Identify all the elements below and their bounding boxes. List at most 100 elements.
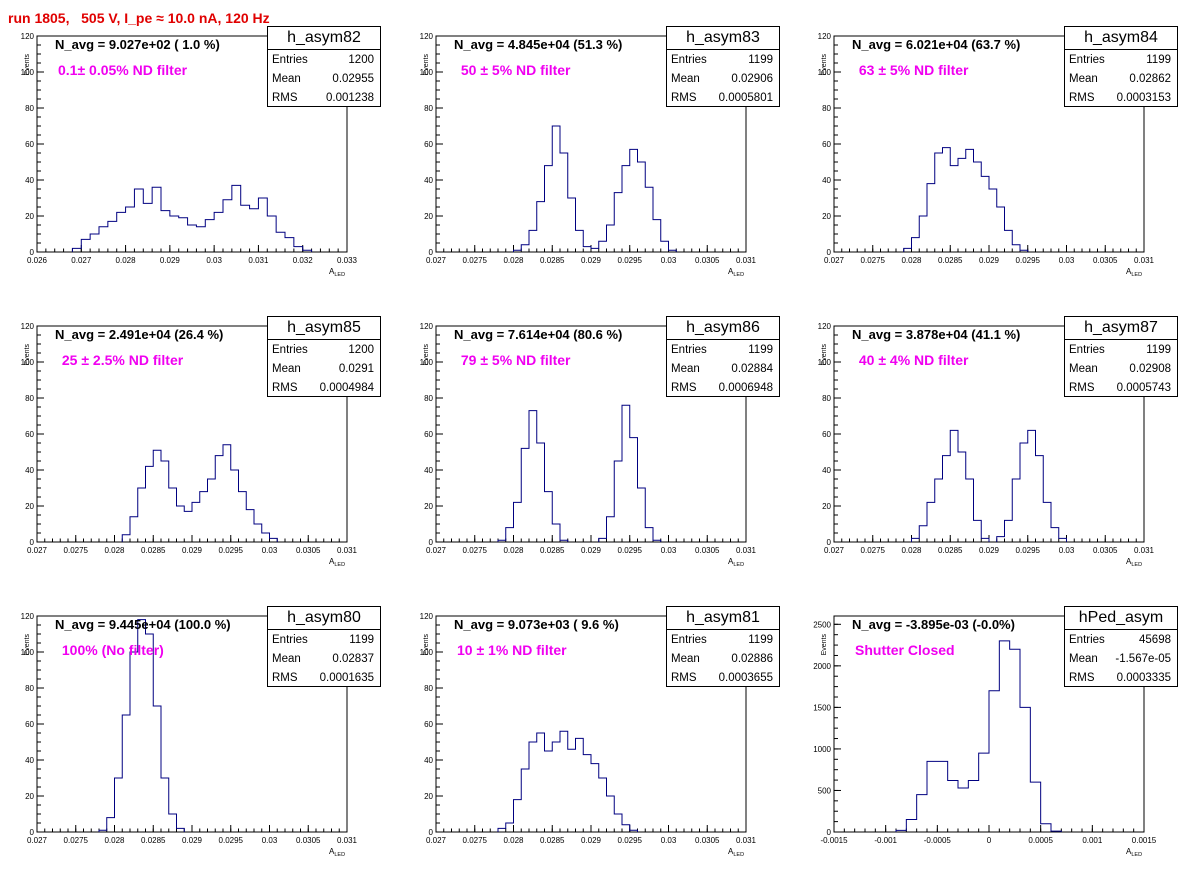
x-tick-label: 0	[987, 836, 992, 845]
x-tick-label: 0.0305	[296, 836, 321, 845]
y-tick-label: 1500	[813, 703, 831, 712]
y-tick-label: 20	[25, 502, 34, 511]
stats-row-entries: Entries 1199	[1065, 50, 1177, 69]
histogram-bin	[576, 230, 584, 252]
y-tick-label: 2000	[813, 662, 831, 671]
stats-box: h_asym80 Entries 1199 Mean 0.02837 RMS 0.00016…	[267, 606, 381, 687]
stats-value: 0.0003655	[718, 672, 773, 684]
stats-box: h_asym86 Entries 1199 Mean 0.02884 RMS 0.00069…	[666, 316, 780, 397]
histogram-bin	[989, 189, 997, 252]
histogram-line	[121, 444, 278, 542]
histogram-bin	[285, 238, 294, 252]
histogram-bin	[169, 488, 177, 542]
stats-key: Entries	[272, 344, 308, 356]
x-axis-label: ALED	[728, 557, 744, 568]
histogram-bin	[294, 247, 303, 252]
filter-label: 40 ± 4% ND filter	[855, 352, 969, 368]
histogram-plot: 0 20 40 60 80 100 120 0.027 0.0275 0.028 0.0285 0.0…	[818, 322, 1155, 568]
stats-key: RMS	[671, 92, 697, 104]
stats-key: RMS	[272, 672, 298, 684]
y-tick-label: 0	[827, 828, 832, 837]
y-tick-label: 120	[420, 32, 434, 41]
y-tick-label: 0	[30, 828, 35, 837]
histogram-bin	[122, 535, 130, 542]
x-tick-label: 0.0305	[1093, 546, 1118, 555]
histogram-bin	[927, 502, 935, 542]
stats-key: RMS	[671, 672, 697, 684]
histogram-bin	[537, 443, 545, 542]
histogram-bin	[919, 526, 927, 542]
y-tick-label: 100	[21, 358, 35, 367]
histogram-name: h_asym84	[1065, 27, 1177, 50]
x-tick-label: 0.0295	[219, 546, 244, 555]
histogram-plot: 0 20 40 60 80 100 120 0.026 0.027 0.028 0.029 0.03 0…	[21, 32, 358, 278]
histogram-bin	[943, 148, 951, 252]
y-tick-label: 80	[424, 684, 433, 693]
x-tick-label: 0.0295	[618, 546, 643, 555]
x-tick-label: 0.0015	[1132, 836, 1157, 845]
stats-key: Mean	[1069, 73, 1098, 85]
y-tick-label: 20	[424, 792, 433, 801]
histogram-line	[513, 125, 677, 252]
histogram-bin	[966, 479, 974, 542]
x-tick-label: 0.03	[1059, 546, 1075, 555]
histogram-bin	[152, 187, 161, 252]
stats-box: h_asym84 Entries 1199 Mean 0.02862 RMS 0.00031…	[1064, 26, 1178, 107]
x-tick-label: 0.028	[116, 256, 137, 265]
histogram-bin	[545, 166, 553, 252]
histogram-bin	[622, 166, 630, 252]
y-axis-label: Events	[821, 344, 828, 366]
x-tick-label: 0.027	[426, 546, 447, 555]
x-tick-label: 0.0285	[540, 546, 565, 555]
histogram-panel-h_asym80: 0 20 40 60 80 100 120 0.027 0.0275 0.028 0.0285 0.0…	[21, 606, 397, 874]
stats-row-rms: RMS 0.0005743	[1065, 378, 1177, 397]
stats-value: 0.0003335	[1116, 672, 1171, 684]
histogram-bin	[250, 209, 259, 252]
x-axis-label: ALED	[728, 847, 744, 858]
stats-row-entries: Entries 1199	[1065, 340, 1177, 359]
histogram-bin	[537, 733, 545, 832]
x-axis-label: ALED	[329, 267, 345, 278]
navg-label: N_avg = -3.895e-03 (-0.0%)	[852, 617, 1015, 632]
x-tick-label: 0.031	[337, 546, 358, 555]
histogram-bin	[622, 405, 630, 542]
histogram-panel-h_asym85: 0 20 40 60 80 100 120 0.027 0.0275 0.028 0.0285 0.0…	[21, 316, 397, 584]
stats-key: Mean	[1069, 363, 1098, 375]
stats-row-entries: Entries 1200	[268, 50, 380, 69]
x-tick-label: -0.0015	[820, 836, 848, 845]
stats-key: Mean	[671, 363, 700, 375]
histogram-bin	[997, 537, 1005, 542]
histogram-bin	[927, 761, 937, 832]
y-tick-label: 100	[420, 358, 434, 367]
histogram-bin	[591, 764, 599, 832]
x-tick-label: 0.0295	[1016, 546, 1041, 555]
stats-value: 0.02884	[731, 363, 773, 375]
x-tick-label: 0.031	[736, 836, 757, 845]
histogram-line	[895, 640, 1062, 832]
histogram-panel-h_asym84: 0 20 40 60 80 100 120 0.027 0.0275 0.028 0.0285 0.0…	[818, 26, 1194, 294]
histogram-bin	[560, 731, 568, 832]
stats-row-mean: Mean 0.02886	[667, 649, 779, 668]
stats-value: 0.02886	[731, 653, 773, 665]
x-tick-label: 0.0295	[1016, 256, 1041, 265]
x-tick-label: 0.026	[27, 256, 48, 265]
stats-row-rms: RMS 0.0006948	[667, 378, 779, 397]
y-axis-label: Events	[423, 634, 430, 656]
histogram-bin	[1020, 443, 1028, 542]
histogram-plot: 0 20 40 60 80 100 120 0.027 0.0275 0.028 0.0285 0.0…	[420, 612, 757, 858]
histogram-name: h_asym86	[667, 317, 779, 340]
histogram-bin	[906, 820, 916, 832]
histogram-bin	[262, 533, 270, 542]
y-tick-label: 500	[818, 786, 832, 795]
y-tick-label: 40	[25, 756, 34, 765]
histogram-line	[903, 147, 1029, 252]
histogram-bin	[514, 800, 522, 832]
x-tick-label: 0.027	[426, 256, 447, 265]
x-tick-label: 0.033	[337, 256, 358, 265]
histogram-bin	[912, 238, 920, 252]
stats-row-rms: RMS 0.0004984	[268, 378, 380, 397]
y-axis-label: Events	[24, 54, 31, 76]
y-tick-label: 80	[25, 394, 34, 403]
stats-value: 1200	[348, 54, 374, 66]
histogram-bin	[966, 149, 974, 252]
